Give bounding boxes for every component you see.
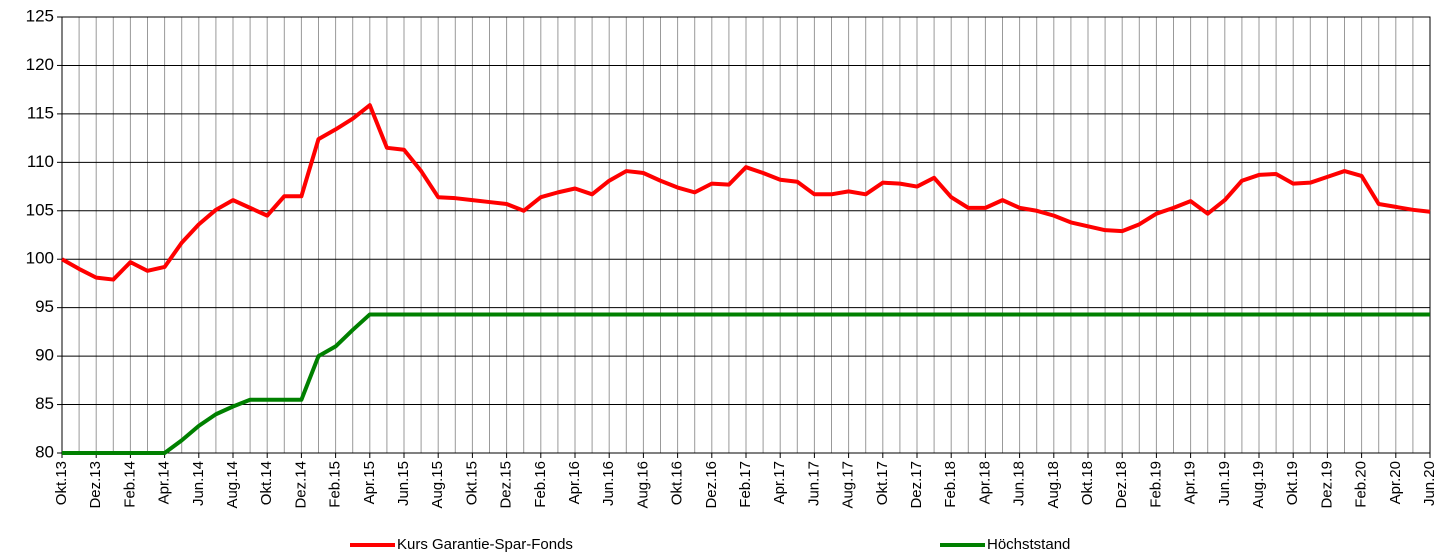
y-tick-label: 95	[35, 297, 54, 316]
x-tick-label: Dez.18	[1113, 461, 1130, 509]
x-tick-label: Feb.19	[1147, 461, 1164, 508]
x-tick-label: Okt.17	[874, 461, 891, 505]
y-tick-label: 115	[27, 103, 54, 122]
x-tick-label: Aug.19	[1250, 461, 1267, 509]
x-tick-label: Apr.19	[1182, 461, 1199, 504]
x-tick-label: Feb.18	[942, 461, 959, 508]
x-tick-label: Feb.14	[121, 461, 138, 508]
x-tick-label: Jun.15	[395, 461, 412, 506]
x-tick-label: Aug.18	[1045, 461, 1062, 509]
x-tick-label: Apr.18	[976, 461, 993, 504]
x-tick-label: Apr.15	[361, 461, 378, 504]
x-tick-label: Jun.17	[805, 461, 822, 506]
x-tick-label: Aug.15	[429, 461, 446, 509]
x-tick-label: Dez.16	[703, 461, 720, 509]
x-tick-label: Dez.15	[498, 461, 515, 509]
x-tick-label: Okt.13	[53, 461, 70, 505]
x-tick-label: Okt.15	[463, 461, 480, 505]
x-tick-label: Jun.14	[190, 461, 207, 506]
x-tick-label: Dez.19	[1318, 461, 1335, 509]
x-tick-label: Okt.14	[258, 461, 275, 505]
x-tick-label: Jun.16	[600, 461, 617, 506]
x-tick-label: Feb.17	[737, 461, 754, 508]
x-tick-label: Dez.13	[87, 461, 104, 509]
x-tick-label: Aug.16	[634, 461, 651, 509]
y-tick-label: 105	[26, 200, 54, 219]
series-line	[62, 312, 1430, 455]
x-tick-label: Okt.18	[1079, 461, 1096, 505]
legend-label: Kurs Garantie-Spar-Fonds	[397, 536, 573, 553]
y-tick-label: 85	[35, 394, 54, 413]
x-tick-label: Okt.16	[669, 461, 686, 505]
y-tick-label: 80	[35, 442, 54, 461]
series-line	[61, 103, 1431, 282]
x-tick-label: Apr.16	[566, 461, 583, 504]
x-tick-label: Feb.20	[1353, 461, 1370, 508]
x-tick-label: Feb.16	[532, 461, 549, 508]
x-tick-label: Feb.15	[327, 461, 344, 508]
y-tick-label: 125	[26, 6, 54, 25]
x-tick-label: Aug.14	[224, 461, 241, 509]
y-tick-label: 90	[35, 346, 54, 365]
x-tick-label: Aug.17	[840, 461, 857, 509]
y-tick-label: 100	[26, 249, 54, 268]
x-tick-label: Jun.20	[1421, 461, 1438, 506]
x-tick-label: Dez.17	[908, 461, 925, 509]
y-tick-label: 120	[26, 55, 54, 74]
x-tick-label: Jun.19	[1216, 461, 1233, 506]
legend-label: Höchststand	[987, 536, 1070, 553]
x-tick-label: Apr.20	[1387, 461, 1404, 504]
x-tick-label: Jun.18	[1011, 461, 1028, 506]
x-tick-label: Okt.19	[1284, 461, 1301, 505]
y-tick-label: 110	[27, 152, 54, 171]
x-tick-label: Apr.17	[771, 461, 788, 504]
x-tick-label: Apr.14	[156, 461, 173, 504]
x-tick-label: Dez.14	[292, 461, 309, 509]
